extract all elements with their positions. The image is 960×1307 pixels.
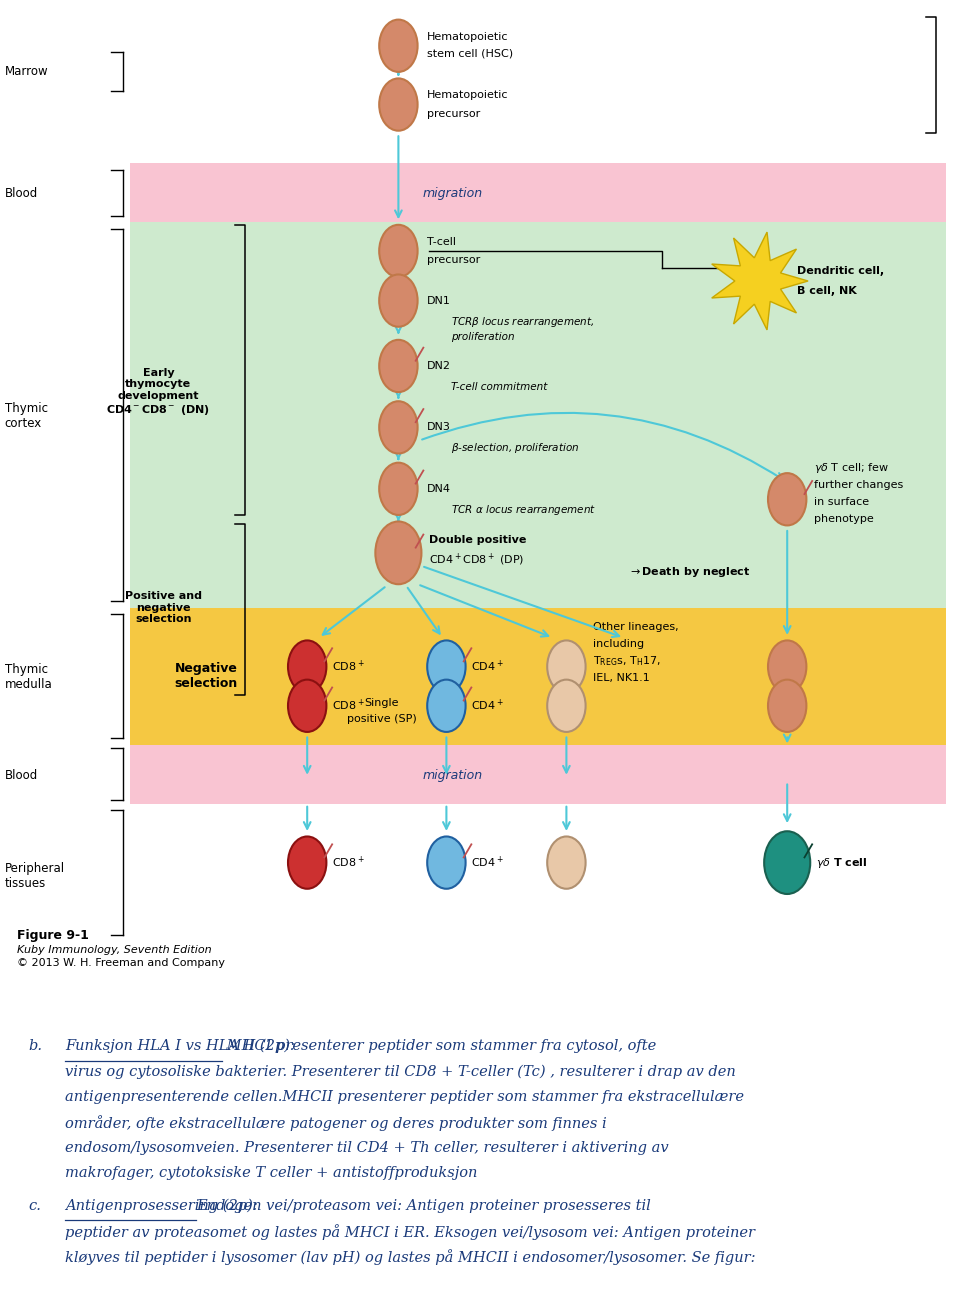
Text: positive (SP): positive (SP) <box>347 714 417 724</box>
Text: Thymic
medulla: Thymic medulla <box>5 663 53 691</box>
Text: T-cell: T-cell <box>427 237 456 247</box>
Text: peptider av proteasomet og lastes på MHCI i ER. Eksogen vei/lysosom vei: Antigen: peptider av proteasomet og lastes på MHC… <box>65 1223 756 1240</box>
Text: B cell, NK: B cell, NK <box>797 286 856 297</box>
Text: MHCI presenterer peptider som stammer fra cytosol, ofte: MHCI presenterer peptider som stammer fr… <box>223 1039 657 1053</box>
Circle shape <box>547 680 586 732</box>
Text: TCR$\beta$ locus rearrangement,: TCR$\beta$ locus rearrangement, <box>451 315 594 328</box>
Text: Early
thymocyte
development
CD4$^-$CD8$^-$ (DN): Early thymocyte development CD4$^-$CD8$^… <box>107 367 210 417</box>
Text: CD4$^+$: CD4$^+$ <box>471 855 504 870</box>
Text: DN4: DN4 <box>427 484 451 494</box>
Text: Other lineages,: Other lineages, <box>593 622 679 633</box>
Text: T$_{\rm REG}$s, T$_{\rm H}$17,: T$_{\rm REG}$s, T$_{\rm H}$17, <box>593 655 661 668</box>
Text: phenotype: phenotype <box>814 514 874 524</box>
Text: Kuby Immunology, Seventh Edition: Kuby Immunology, Seventh Edition <box>17 945 212 955</box>
Text: CD8$^+$: CD8$^+$ <box>332 855 365 870</box>
Text: b.: b. <box>29 1039 43 1053</box>
Text: precursor: precursor <box>427 255 480 265</box>
Text: in surface: in surface <box>814 497 869 507</box>
Bar <box>130 222 946 608</box>
Text: CD8$^+$: CD8$^+$ <box>332 659 365 674</box>
Text: $\gamma\delta$ T cell; few: $\gamma\delta$ T cell; few <box>814 461 889 474</box>
Text: including: including <box>593 639 644 650</box>
Text: DN3: DN3 <box>427 422 451 433</box>
Text: $\beta$-selection, proliferation: $\beta$-selection, proliferation <box>451 442 580 455</box>
Text: migration: migration <box>422 187 483 200</box>
Bar <box>130 608 946 745</box>
Text: DN1: DN1 <box>427 295 451 306</box>
Circle shape <box>764 831 810 894</box>
Text: proliferation: proliferation <box>451 332 515 342</box>
Text: TCR $\alpha$ locus rearrangement: TCR $\alpha$ locus rearrangement <box>451 503 596 516</box>
Circle shape <box>547 836 586 889</box>
Polygon shape <box>711 233 808 329</box>
Text: Figure 9-1: Figure 9-1 <box>17 929 89 942</box>
Bar <box>130 163 946 222</box>
Text: © 2013 W. H. Freeman and Company: © 2013 W. H. Freeman and Company <box>17 958 226 968</box>
Circle shape <box>379 225 418 277</box>
Text: CD4$^+$: CD4$^+$ <box>471 698 504 714</box>
Text: områder, ofte ekstracellulære patogener og deres produkter som finnes i: områder, ofte ekstracellulære patogener … <box>65 1116 607 1132</box>
Circle shape <box>547 640 586 693</box>
Text: IEL, NK1.1: IEL, NK1.1 <box>593 673 650 684</box>
Text: Positive and
negative
selection: Positive and negative selection <box>125 591 202 625</box>
Circle shape <box>427 640 466 693</box>
Text: antigenpresenterende cellen.MHCII presenterer peptider som stammer fra ekstracel: antigenpresenterende cellen.MHCII presen… <box>65 1090 744 1104</box>
Circle shape <box>379 274 418 327</box>
Text: makrofager, cytotoksiske T celler + antistoffproduksjon: makrofager, cytotoksiske T celler + anti… <box>65 1166 478 1180</box>
Text: precursor: precursor <box>427 108 480 119</box>
Text: virus og cytosoliske bakterier. Presenterer til CD8 + T-celler (Tc) , resulterer: virus og cytosoliske bakterier. Presente… <box>65 1064 736 1080</box>
Text: migration: migration <box>422 769 483 782</box>
Circle shape <box>768 640 806 693</box>
Text: Thymic
cortex: Thymic cortex <box>5 401 48 430</box>
Text: endosom/lysosomveien. Presenterer til CD4 + Th celler, resulterer i aktivering a: endosom/lysosomveien. Presenterer til CD… <box>65 1141 669 1155</box>
Text: Antigenprosessering (2p):: Antigenprosessering (2p): <box>65 1199 258 1213</box>
Circle shape <box>379 340 418 392</box>
Bar <box>130 745 946 804</box>
Text: Blood: Blood <box>5 769 38 782</box>
Circle shape <box>427 680 466 732</box>
Text: Negative
selection: Negative selection <box>175 661 238 690</box>
Bar <box>130 804 946 941</box>
Text: Endogen vei/proteasom vei: Antigen proteiner prosesseres til: Endogen vei/proteasom vei: Antigen prote… <box>196 1199 651 1213</box>
Circle shape <box>379 20 418 72</box>
Circle shape <box>379 463 418 515</box>
Circle shape <box>375 521 421 584</box>
Text: CD8$^+$: CD8$^+$ <box>332 698 365 714</box>
Text: stem cell (HSC): stem cell (HSC) <box>427 48 514 59</box>
Circle shape <box>379 78 418 131</box>
Text: Blood: Blood <box>5 187 38 200</box>
Circle shape <box>379 401 418 454</box>
Text: Single: Single <box>365 698 398 708</box>
Text: Dendritic cell,: Dendritic cell, <box>797 265 884 276</box>
Circle shape <box>427 836 466 889</box>
Text: $\rightarrow$Death by neglect: $\rightarrow$Death by neglect <box>628 566 751 579</box>
Circle shape <box>288 640 326 693</box>
Circle shape <box>288 836 326 889</box>
Text: DN2: DN2 <box>427 361 451 371</box>
Text: c.: c. <box>29 1199 41 1213</box>
Text: T-cell commitment: T-cell commitment <box>451 382 547 392</box>
Text: Double positive: Double positive <box>429 535 526 545</box>
Text: CD4$^+$CD8$^+$ (DP): CD4$^+$CD8$^+$ (DP) <box>429 552 524 567</box>
Text: Marrow: Marrow <box>5 65 48 78</box>
Text: CD4$^+$: CD4$^+$ <box>471 659 504 674</box>
Text: Hematopoietic: Hematopoietic <box>427 90 509 101</box>
Text: Funksjon HLA I vs HLA II (2p):: Funksjon HLA I vs HLA II (2p): <box>65 1039 295 1053</box>
Circle shape <box>768 473 806 525</box>
Text: $\gamma\delta$ T cell: $\gamma\delta$ T cell <box>816 856 868 869</box>
Text: kløyves til peptider i lysosomer (lav pH) og lastes på MHCII i endosomer/lysosom: kløyves til peptider i lysosomer (lav pH… <box>65 1249 756 1265</box>
Text: further changes: further changes <box>814 480 903 490</box>
Circle shape <box>768 680 806 732</box>
Text: Peripheral
tissues: Peripheral tissues <box>5 861 65 890</box>
Circle shape <box>288 680 326 732</box>
Bar <box>130 0 946 163</box>
Text: Hematopoietic: Hematopoietic <box>427 31 509 42</box>
